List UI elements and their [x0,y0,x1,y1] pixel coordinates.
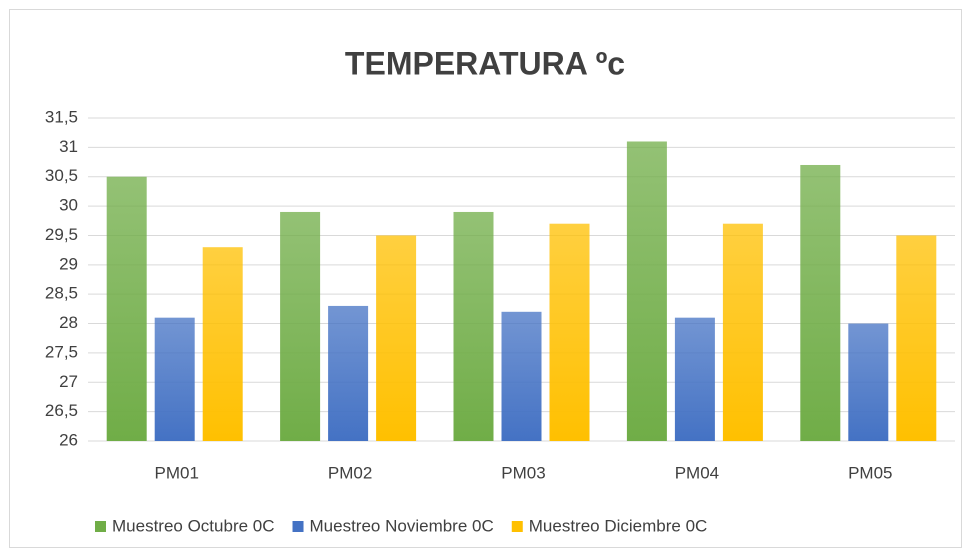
bar [626,141,667,441]
y-tick-label: 29 [59,254,78,273]
x-tick-label: PM02 [328,463,372,482]
bar [800,164,841,441]
y-tick-label: 29,5 [45,225,78,244]
bar [453,211,494,441]
bar [674,317,715,441]
bar [154,317,195,441]
legend-swatch [511,521,523,532]
y-tick-label: 27,5 [45,342,78,361]
bar [376,235,417,441]
bar [896,235,937,441]
y-tick-label: 28 [59,313,78,332]
bar [722,223,763,441]
legend-swatch [95,521,106,532]
y-tick-label: 31 [59,137,78,156]
y-tick-label: 26,5 [45,401,78,420]
bar [501,311,542,441]
chart-title: TEMPERATURA ºc [345,45,625,81]
y-tick-label: 27 [59,372,78,391]
x-tick-label: PM03 [501,463,545,482]
bar [328,305,369,441]
x-tick-label: PM04 [675,463,719,482]
y-tick-label: 28,5 [45,284,78,303]
legend-label: Muestreo Diciembre 0C [529,516,708,535]
bar [549,223,590,441]
bar [280,211,321,441]
legend-label: Muestreo Octubre 0C [112,516,275,535]
bar [202,247,243,441]
y-tick-label: 30 [59,196,78,215]
bar [848,323,889,441]
legend-swatch [292,521,304,532]
x-tick-label: PM01 [154,463,198,482]
y-tick-label: 30,5 [45,166,78,185]
y-tick-label: 31,5 [45,107,78,126]
y-tick-label: 26 [59,430,78,449]
x-tick-label: PM05 [848,463,892,482]
bar [106,176,147,441]
legend-label: Muestreo Noviembre 0C [310,516,494,535]
